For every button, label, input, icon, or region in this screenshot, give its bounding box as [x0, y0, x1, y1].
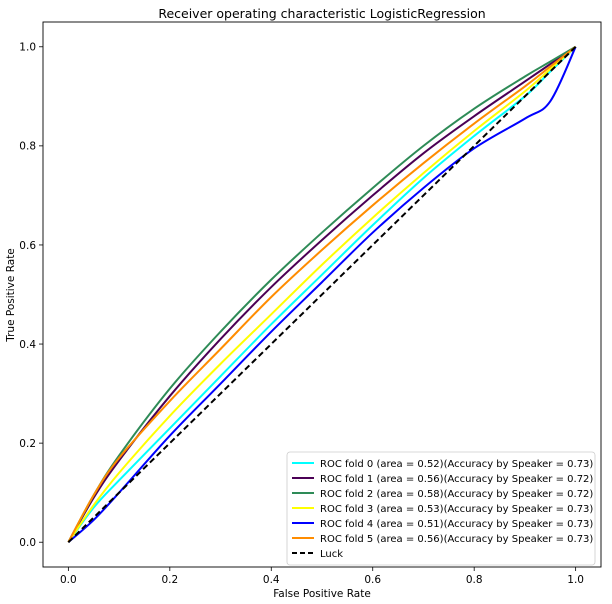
legend-box [286, 451, 596, 566]
legend-entry-2: ROC fold 2 (area = 0.58)(Accuracy by Spe… [320, 489, 593, 500]
series-line-5 [67, 45, 577, 543]
series-line-0 [67, 46, 577, 543]
series-line-2 [67, 45, 577, 543]
y-axis-label: True Positive Rate [5, 248, 17, 343]
legend-entry-0: ROC fold 0 (area = 0.52)(Accuracy by Spe… [320, 459, 593, 470]
series-line-6 [67, 46, 577, 543]
series-line-1 [67, 45, 577, 543]
legend-entry-1: ROC fold 1 (area = 0.56)(Accuracy by Spe… [320, 474, 593, 485]
x-tick-label: 0.6 [364, 574, 381, 586]
x-axis-label: False Positive Rate [273, 588, 371, 600]
y-tick-label: 1.0 [19, 42, 36, 54]
legend-entry-3: ROC fold 3 (area = 0.53)(Accuracy by Spe… [320, 504, 593, 515]
y-axis-ticks: 0.0 0.2 0.4 0.6 0.8 1.0 [19, 42, 43, 549]
x-tick-label: 0.0 [60, 574, 77, 586]
y-tick-label: 0.6 [19, 240, 36, 252]
legend-entry-6: Luck [320, 549, 343, 560]
legend-entry-4: ROC fold 4 (area = 0.51)(Accuracy by Spe… [320, 519, 593, 530]
legend: ROC fold 0 (area = 0.52)(Accuracy by Spe… [286, 451, 596, 566]
y-tick-label: 0.2 [19, 438, 36, 450]
axes-frame [42, 21, 602, 568]
y-tick-label: 0.8 [19, 141, 36, 153]
plot-area [67, 45, 577, 543]
x-tick-label: 0.2 [161, 574, 178, 586]
series-line-3 [67, 46, 577, 543]
x-axis-ticks: 0.0 0.2 0.4 0.6 0.8 1.0 [60, 567, 584, 586]
x-tick-label: 0.8 [466, 574, 483, 586]
y-tick-label: 0.4 [19, 339, 36, 351]
chart-title: Receiver operating characteristic Logist… [158, 6, 485, 21]
y-tick-label: 0.0 [19, 537, 36, 549]
legend-entry-5: ROC fold 5 (area = 0.56)(Accuracy by Spe… [320, 534, 593, 545]
x-tick-label: 0.4 [263, 574, 280, 586]
x-tick-label: 1.0 [567, 574, 584, 586]
